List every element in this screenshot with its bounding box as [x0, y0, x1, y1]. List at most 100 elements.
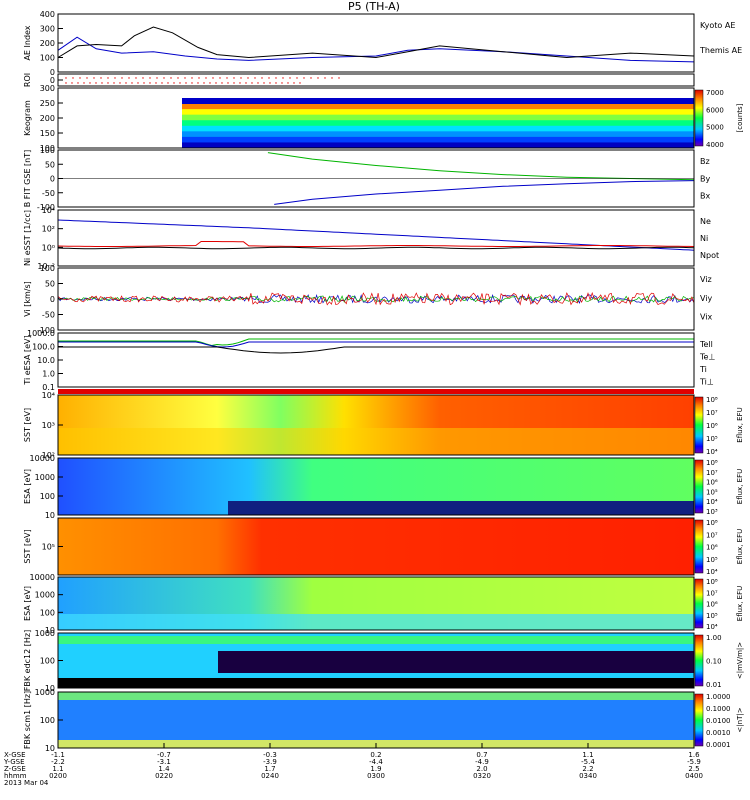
keogram-band [182, 103, 694, 110]
x-tick-label: -5.4 [581, 758, 595, 766]
roi-dot [198, 77, 200, 79]
colorbar-tick: 10⁸ [706, 519, 718, 527]
colorbar-tick: 0.0100 [706, 717, 731, 725]
roi-dot [212, 77, 214, 79]
roi-dot [65, 77, 67, 79]
roi-dot [131, 82, 133, 84]
legend-te-: Te⊥ [699, 353, 715, 362]
spectrogram-band [228, 501, 694, 515]
roi-dot [233, 82, 235, 84]
y-tick-label: 50 [45, 160, 55, 169]
y-tick-label: 0 [50, 175, 55, 184]
colorbar-tick: 10⁶ [706, 601, 718, 609]
colorbar-label: [counts] [736, 103, 744, 132]
spectrogram [58, 518, 694, 575]
y-axis-label: Keogram [23, 100, 32, 136]
roi-dot [137, 82, 139, 84]
roi-dot [95, 82, 97, 84]
roi-dot [156, 77, 158, 79]
legend-viy: Viy [700, 294, 713, 303]
x-tick-label: 1.9 [370, 765, 381, 773]
x-row-label: hhmm [4, 772, 27, 780]
x-tick-label: -1.1 [51, 751, 65, 759]
status-bar [58, 389, 694, 394]
roi-dot [245, 82, 247, 84]
roi-dot [209, 82, 211, 84]
colorbar-label: Eflux, EFU [736, 529, 744, 564]
roi-dot [254, 77, 256, 79]
x-tick-label: 1.6 [688, 751, 700, 759]
colorbar-tick: 10⁸ [706, 396, 718, 404]
colorbar-tick: 4000 [706, 141, 724, 149]
roi-dot [227, 82, 229, 84]
roi-dot [71, 82, 73, 84]
roi-dot [215, 82, 217, 84]
roi-dot [303, 77, 305, 79]
x-tick-label: -3.1 [157, 758, 171, 766]
legend-ti: Ti [699, 365, 707, 374]
roi-dot [155, 82, 157, 84]
panel-keogram: 100 150 200 250 300 Keogram 4000 5000 6000 7000 [c… [23, 84, 744, 153]
panel-roi: 0 ROI [23, 73, 695, 87]
y-axis-label: ESA [eV] [23, 469, 32, 504]
roi-dot [275, 82, 277, 84]
y-tick-label: -100 [37, 203, 55, 212]
legend-kyoto-ae: Kyoto AE [700, 21, 735, 30]
roi-dot [263, 82, 265, 84]
y-tick-label: 10 [45, 744, 55, 753]
colorbar-tick: 10⁷ [706, 589, 718, 597]
y-tick-label: 100 [40, 144, 55, 153]
roi-dot [251, 82, 253, 84]
roi-dot [317, 77, 319, 79]
legend-vix: Vix [700, 313, 713, 322]
panel-frame [57, 457, 695, 516]
y-axis-label: ROI [23, 73, 32, 87]
x-tick-label: 0220 [155, 772, 173, 780]
y-tick-label: 200 [40, 114, 55, 123]
legend-viz: Viz [700, 275, 712, 284]
panel-esa_i: 10 100 1000 10000 ESA [eV] 10⁴ 10⁵ 10⁶ 10⁷ 10⁸ Efl… [23, 573, 744, 635]
roi-dot [121, 77, 123, 79]
roi-dot [268, 77, 270, 79]
roi-dot [72, 77, 74, 79]
legend-bx: Bx [700, 192, 710, 201]
colorbar [694, 519, 704, 574]
colorbar-tick: 10⁷ [706, 409, 718, 417]
colorbar-tick: 10⁸ [706, 578, 718, 586]
colorbar-label: Eflux, EFU [736, 407, 744, 442]
roi-dot [161, 82, 163, 84]
y-axis-label: FBK edc12 [Hz] [23, 630, 32, 691]
colorbar [694, 459, 704, 514]
series-by [267, 152, 695, 181]
x-tick-label: 2.0 [476, 765, 487, 773]
x-tick-label: 0320 [473, 772, 491, 780]
colorbar-tick: 5000 [706, 124, 724, 132]
series-velocity-0 [57, 293, 695, 304]
panel-sst_i: 10⁵ SST [eV] 10⁴ 10⁵ 10⁶ 10⁷ 10⁸ Eflux, EFU [23, 517, 744, 576]
keogram-band [182, 125, 694, 132]
y-tick-label: 100 [40, 492, 55, 501]
roi-dot [119, 82, 121, 84]
colorbar-tick: 10⁷ [706, 469, 718, 477]
series-velocity-1 [57, 295, 695, 303]
roi-dot [281, 82, 283, 84]
roi-dot [177, 77, 179, 79]
roi-dot [170, 77, 172, 79]
roi-dot [100, 77, 102, 79]
roi-dot [282, 77, 284, 79]
colorbar [694, 89, 704, 147]
roi-dot [143, 82, 145, 84]
colorbar-tick: 10⁴ [706, 623, 718, 631]
y-tick-label: 1000 [35, 473, 55, 482]
y-tick-label: 10⁴ [42, 206, 55, 215]
roi-dot [125, 82, 127, 84]
panel-frame [57, 576, 695, 631]
colorbar-tick: 0.0010 [706, 729, 731, 737]
panel-temperature: 0.1 1.0 10.0 100.0 1000.0Ti eESA [eV] Tell Te⊥… [23, 329, 715, 392]
x-tick-label: 0340 [579, 772, 597, 780]
keogram-band [182, 131, 694, 138]
y-tick-label: 100 [40, 54, 55, 63]
spectrogram-band [58, 614, 694, 630]
